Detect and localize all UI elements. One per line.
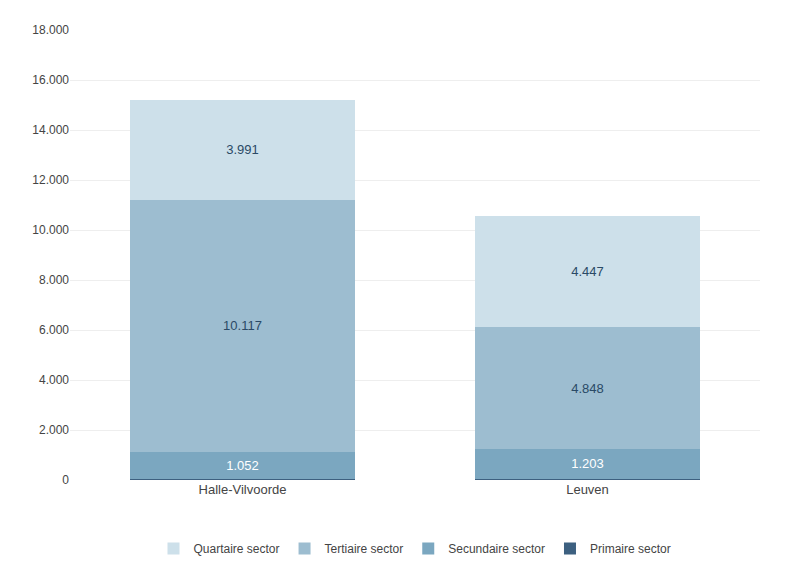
svg-text:10.000: 10.000	[32, 223, 69, 237]
svg-text:4.848: 4.848	[571, 381, 604, 396]
svg-text:4.447: 4.447	[571, 264, 604, 279]
svg-text:16.000: 16.000	[32, 73, 69, 87]
svg-text:3.991: 3.991	[226, 142, 259, 157]
svg-text:4.000: 4.000	[39, 373, 69, 387]
svg-text:1.203: 1.203	[571, 456, 604, 471]
svg-text:8.000: 8.000	[39, 273, 69, 287]
svg-text:14.000: 14.000	[32, 123, 69, 137]
svg-text:Quartaire sector: Quartaire sector	[194, 542, 280, 556]
svg-text:10.117: 10.117	[223, 318, 262, 333]
svg-text:Secundaire sector: Secundaire sector	[448, 542, 545, 556]
svg-text:Leuven: Leuven	[566, 482, 609, 497]
svg-text:2.000: 2.000	[39, 423, 69, 437]
svg-text:Primaire sector: Primaire sector	[590, 542, 671, 556]
svg-text:1.052: 1.052	[226, 458, 259, 473]
svg-text:12.000: 12.000	[32, 173, 69, 187]
svg-text:Tertiaire sector: Tertiaire sector	[325, 542, 404, 556]
svg-text:6.000: 6.000	[39, 323, 69, 337]
svg-text:18.000: 18.000	[32, 23, 69, 37]
svg-text:0: 0	[62, 473, 69, 487]
svg-text:Halle-Vilvoorde: Halle-Vilvoorde	[199, 482, 287, 497]
